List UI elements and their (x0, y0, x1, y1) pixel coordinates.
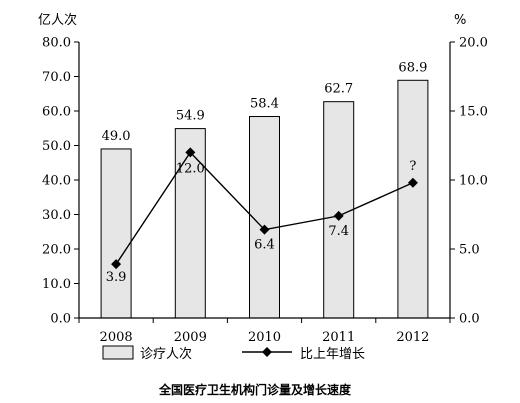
legend: 诊疗人次 比上年增长 (102, 345, 365, 362)
bar-value-label: 62.7 (324, 82, 353, 97)
left-tick-label: 20.0 (42, 243, 71, 258)
x-tick-label: 2012 (396, 330, 429, 345)
x-tick-label: 2008 (100, 330, 133, 345)
legend-bar-swatch (102, 345, 134, 360)
x-tick-label: 2011 (322, 330, 355, 345)
growth-point-2009 (185, 147, 196, 158)
left-tick-label: 60.0 (42, 105, 71, 120)
right-tick-label: 10.0 (459, 174, 488, 189)
right-tick-label: 5.0 (459, 243, 480, 258)
growth-value-label: 6.4 (254, 238, 275, 253)
right-axis-unit: % (454, 13, 466, 28)
bar-2012 (397, 79, 429, 319)
bar-2010 (249, 116, 280, 319)
plot-area: 49.0 54.9 58.4 62.7 68.9 0.0 10.0 20.0 30.0 40.0 5… (42, 36, 488, 346)
legend-line-marker (262, 347, 272, 357)
growth-value-label: ? (409, 159, 416, 174)
growth-value-label: 3.9 (106, 270, 127, 285)
left-tick-label: 50.0 (42, 139, 71, 154)
legend-line-label: 比上年增长 (300, 347, 365, 362)
growth-point-2008 (111, 259, 122, 270)
chart-title: 全国医疗卫生机构门诊量及增长速度 (158, 382, 352, 397)
growth-point-2011 (333, 210, 344, 221)
x-tick-label: 2009 (174, 330, 207, 345)
bar-value-label: 54.9 (176, 109, 205, 124)
x-tick-label: 2010 (248, 330, 281, 345)
right-tick-label: 20.0 (459, 36, 488, 51)
right-tick-label: 0.0 (459, 312, 480, 327)
left-tick-label: 40.0 (42, 174, 71, 189)
growth-value-label: 7.4 (328, 224, 349, 239)
left-axis-unit: 亿人次 (38, 12, 77, 28)
left-tick-label: 30.0 (42, 208, 71, 223)
left-tick-label: 0.0 (50, 312, 71, 327)
right-tick-label: 15.0 (459, 105, 488, 120)
bar-value-label: 68.9 (398, 60, 427, 75)
bar-value-label: 58.4 (250, 97, 279, 112)
left-tick-label: 80.0 (42, 36, 71, 51)
growth-value-label: 12.0 (176, 161, 205, 176)
bar-2009 (174, 128, 206, 319)
bar-value-label: 49.0 (102, 129, 131, 144)
growth-point-2010 (259, 224, 270, 235)
left-tick-label: 10.0 (42, 277, 71, 292)
legend-bar-label: 诊疗人次 (140, 346, 192, 362)
growth-point-2012 (407, 177, 418, 188)
bar-2008 (100, 148, 132, 319)
bar-2011 (323, 101, 355, 319)
left-tick-label: 70.0 (42, 70, 71, 85)
